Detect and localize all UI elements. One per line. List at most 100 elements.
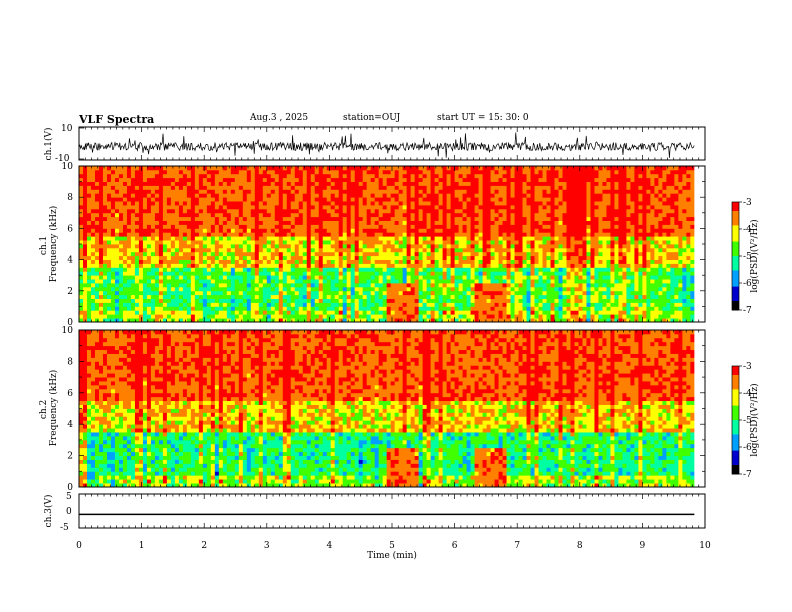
spectrogram-cell	[134, 298, 140, 303]
spectrogram-cell	[514, 177, 519, 182]
spectrogram-cell	[526, 314, 531, 319]
spectrogram-cell	[510, 314, 515, 319]
spectrogram-cell	[198, 294, 204, 299]
spectrogram-cell	[370, 286, 376, 292]
spectrogram-cell	[438, 169, 444, 175]
spectrogram-cell	[362, 318, 368, 323]
spectrogram-cell	[210, 286, 216, 292]
spectrogram-cell	[150, 193, 156, 198]
spectrogram-cell	[542, 302, 547, 307]
spectrogram-cell	[318, 228, 324, 233]
spectrogram-cell	[394, 189, 400, 194]
spectrogram-cell	[98, 244, 104, 249]
spectrogram-cell	[402, 306, 408, 311]
spectrogram-cell	[482, 286, 487, 292]
spectrogram-cell	[138, 240, 144, 245]
spectrogram-cell	[210, 224, 216, 229]
spectrogram-cell	[398, 193, 404, 198]
spectrogram-cell	[286, 255, 292, 260]
spectrogram-cell	[226, 310, 232, 315]
spectrogram-cell	[206, 240, 212, 245]
spectrogram-cell	[466, 177, 471, 182]
spectrogram-cell	[502, 290, 507, 296]
spectrogram-cell	[570, 259, 575, 264]
spectrogram-cell	[98, 177, 104, 182]
spectrogram-cell	[278, 302, 284, 307]
spectrogram-cell	[438, 259, 444, 264]
spectrogram-cell	[406, 173, 412, 179]
spectrogram-cell	[178, 193, 184, 198]
spectrogram-cell	[570, 255, 575, 260]
spectrogram-cell	[354, 216, 360, 221]
spectrogram-cell	[310, 314, 316, 319]
spectrogram-cell	[494, 247, 499, 253]
spectrogram-cell	[342, 259, 348, 264]
spectrogram-cell	[442, 251, 448, 257]
spectrogram-cell	[246, 275, 252, 280]
spectrogram-cell	[486, 185, 491, 190]
spectrogram-cell	[190, 259, 196, 264]
spectrogram-cell	[186, 298, 192, 303]
spectrogram-cell	[430, 318, 436, 323]
spectrogram-cell	[502, 286, 507, 292]
spectrogram-cell	[546, 212, 551, 218]
spectrogram-cell	[114, 271, 120, 276]
spectrogram-cell	[354, 232, 360, 237]
spectrogram-cell	[154, 212, 160, 218]
spectrogram-cell	[478, 255, 483, 260]
spectrogram-cell	[458, 314, 463, 319]
spectrogram-cell	[114, 236, 120, 241]
spectrogram-cell	[106, 208, 112, 214]
spectrogram-cell	[466, 181, 471, 186]
spectrogram-cell	[94, 197, 100, 202]
spectrogram-cell	[246, 240, 252, 245]
spectrogram-cell	[526, 240, 531, 245]
spectrogram-cell	[214, 201, 220, 206]
spectrogram-cell	[286, 302, 292, 307]
spectrogram-cell	[386, 240, 392, 245]
spectrogram-cell	[386, 279, 392, 284]
spectrogram-cell	[378, 306, 384, 311]
spectrogram-cell	[330, 177, 336, 182]
spectrogram-cell	[466, 290, 471, 296]
spectrogram-cell	[274, 247, 280, 253]
spectrogram-cell	[474, 310, 479, 315]
spectrogram-cell	[354, 271, 360, 276]
spectrogram-cell	[206, 197, 212, 202]
spectrogram-cell	[370, 279, 376, 284]
spectrogram-cell	[298, 177, 304, 182]
spectrogram-cell	[270, 193, 276, 198]
spectrogram-cell	[162, 318, 168, 323]
spectrogram-cell	[294, 166, 300, 171]
spectrogram-cell	[90, 298, 96, 303]
spectrogram-cell	[530, 310, 535, 315]
spectrogram-cell	[206, 247, 212, 253]
spectrogram-cell	[242, 169, 248, 175]
spectrogram-cell	[182, 232, 188, 237]
spectrogram-cell	[354, 286, 360, 292]
spectrogram-cell	[266, 232, 272, 237]
spectrogram-cell	[406, 310, 412, 315]
spectrogram-cell	[226, 208, 232, 214]
spectrogram-cell	[470, 298, 475, 303]
spectrogram-cell	[526, 189, 531, 194]
spectrogram-cell	[454, 201, 460, 206]
spectrogram-cell	[434, 169, 440, 175]
spectrogram-cell	[470, 294, 475, 299]
spectrogram-cell	[134, 228, 140, 233]
spectrogram-cell	[454, 220, 460, 225]
spectrogram-cell	[174, 306, 180, 311]
spectrogram-cell	[558, 271, 563, 276]
spectrogram-cell	[466, 314, 471, 319]
spectrogram-cell	[346, 193, 352, 198]
spectrogram-cell	[218, 279, 224, 284]
spectrogram-cell	[550, 267, 555, 272]
ch1-waveform-path	[78, 132, 695, 158]
spectrogram-cell	[114, 208, 120, 214]
spectrogram-cell	[122, 169, 128, 175]
spectrogram-cell	[566, 244, 571, 249]
spectrogram-cell	[314, 247, 320, 253]
spectrogram-cell	[83, 294, 88, 299]
spectrogram-cell	[242, 267, 248, 272]
spectrogram-cell	[466, 247, 471, 253]
